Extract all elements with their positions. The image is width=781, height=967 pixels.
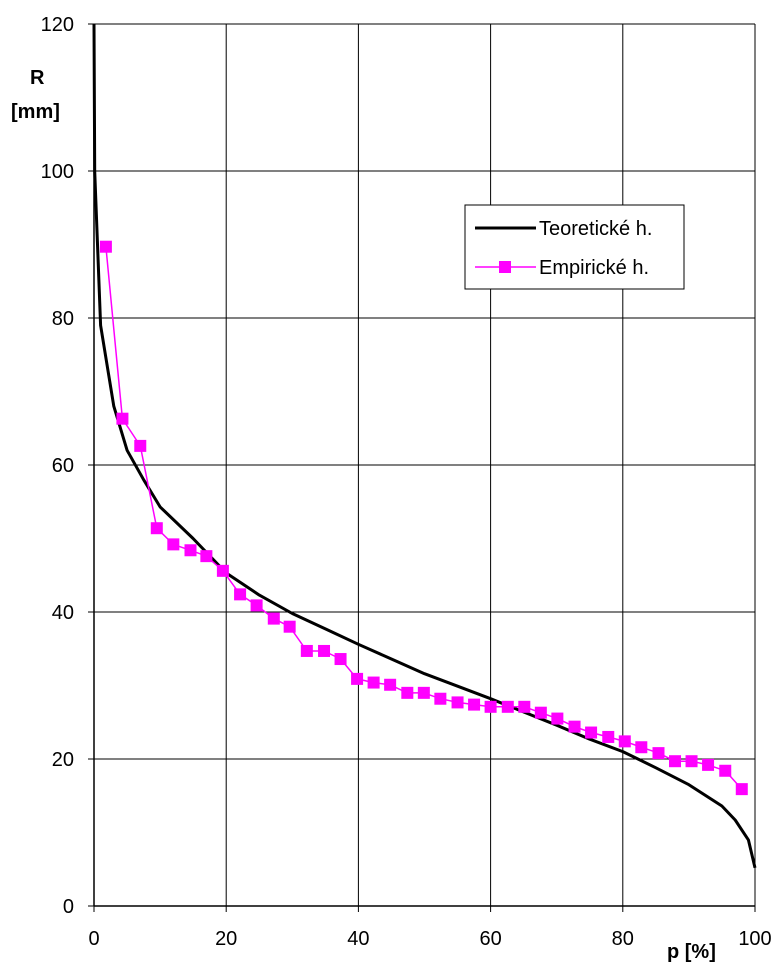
- empirical-point: [367, 676, 380, 689]
- y-axis-title-line1: R: [30, 67, 45, 89]
- empirical-point: [267, 612, 280, 625]
- empirical-point: [602, 730, 615, 743]
- empirical-point: [116, 412, 129, 425]
- empirical-point: [200, 550, 213, 563]
- empirical-point: [167, 538, 180, 551]
- x-tick-label: 60: [479, 928, 501, 950]
- empirical-point: [451, 696, 464, 709]
- x-tick-label: 100: [738, 928, 771, 950]
- empirical-point: [300, 644, 313, 657]
- empirical-point: [568, 720, 581, 733]
- empirical-point: [99, 240, 112, 253]
- empirical-point: [518, 700, 531, 713]
- empirical-point: [216, 564, 229, 577]
- y-axis-title-line2: [mm]: [11, 101, 60, 123]
- empirical-point: [652, 747, 665, 760]
- empirical-point: [401, 686, 414, 699]
- y-tick-label: 120: [41, 14, 74, 36]
- series-line-empirical: [105, 246, 743, 790]
- empirical-point: [234, 588, 247, 601]
- empirical-point: [417, 686, 430, 699]
- empirical-point: [134, 439, 147, 452]
- legend-label-theoretical: Teoretické h.: [539, 218, 652, 240]
- empirical-point: [318, 644, 331, 657]
- empirical-point: [250, 599, 263, 612]
- y-tick-label: 80: [52, 308, 74, 330]
- empirical-point: [585, 726, 598, 739]
- x-axis-title: p [%]: [667, 941, 716, 963]
- empirical-point: [351, 672, 364, 685]
- empirical-point: [534, 706, 547, 719]
- empirical-point: [685, 755, 698, 768]
- x-tick-label: 40: [347, 928, 369, 950]
- legend-box: [464, 204, 685, 290]
- empirical-point: [551, 712, 564, 725]
- legend-marker-empirical: [499, 261, 511, 273]
- empirical-point: [669, 755, 682, 768]
- empirical-point: [719, 764, 732, 777]
- empirical-point: [334, 653, 347, 666]
- empirical-point: [501, 700, 514, 713]
- series-layer: [92, 23, 757, 869]
- x-tick-label: 80: [612, 928, 634, 950]
- empirical-point: [702, 758, 715, 771]
- grid-layer: [88, 23, 756, 912]
- series-line-theoretical: [92, 23, 757, 869]
- empirical-point: [150, 522, 163, 535]
- y-tick-label: 20: [52, 749, 74, 771]
- y-tick-label: 60: [52, 455, 74, 477]
- empirical-point: [468, 698, 481, 711]
- y-tick-label: 40: [52, 602, 74, 624]
- empirical-point: [484, 700, 497, 713]
- empirical-point: [434, 692, 447, 705]
- x-tick-label: 0: [88, 928, 99, 950]
- empirical-point: [184, 544, 197, 557]
- empirical-point: [618, 735, 631, 748]
- y-tick-label: 100: [41, 161, 74, 183]
- empirical-point: [635, 741, 648, 754]
- empirical-point: [283, 620, 296, 633]
- legend-label-empirical: Empirické h.: [539, 257, 649, 279]
- legend: Teoretické h. Empirické h.: [464, 204, 685, 290]
- empirical-point: [384, 678, 397, 691]
- tick-labels: 0 20 40 60 80 100 0 20 40 60 80 100 120: [41, 14, 772, 950]
- empirical-point: [735, 783, 748, 796]
- y-tick-label: 0: [63, 896, 74, 918]
- x-tick-label: 20: [215, 928, 237, 950]
